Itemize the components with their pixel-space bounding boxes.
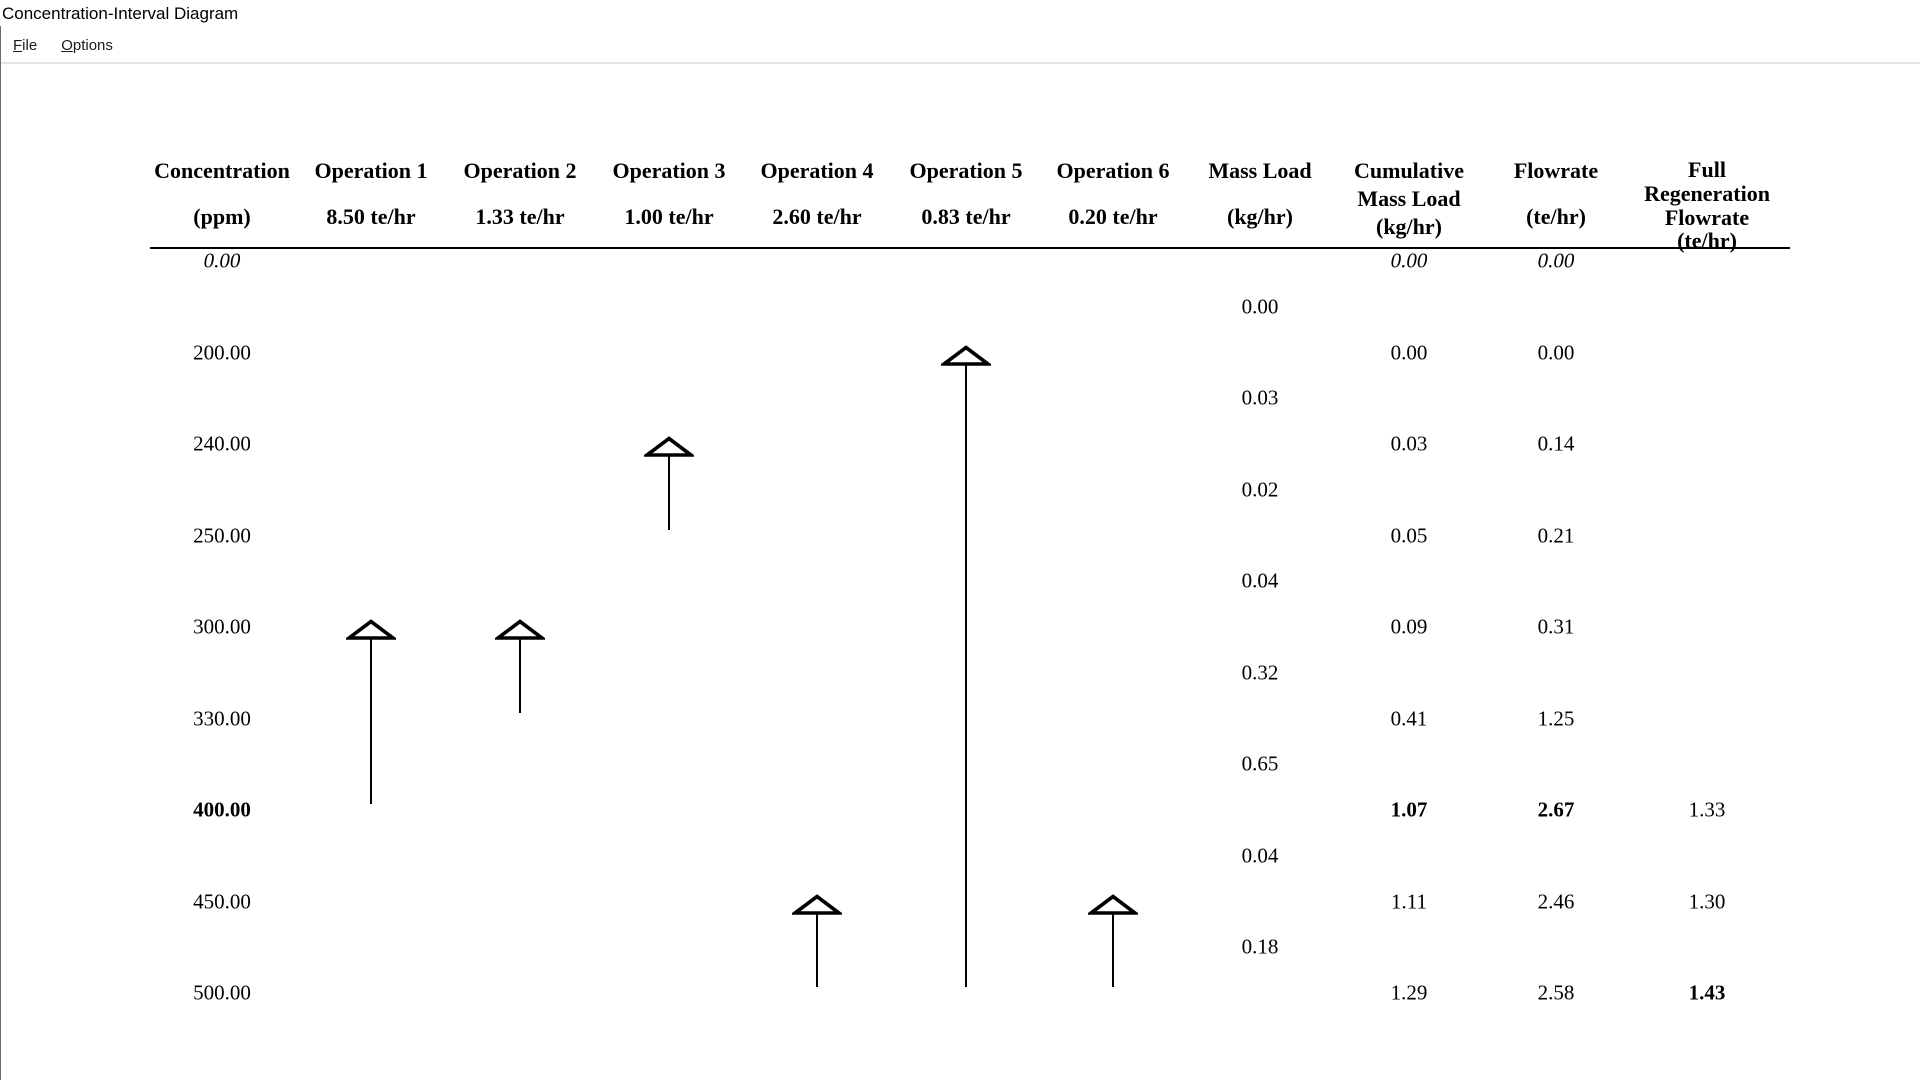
column-header-operation-6: Operation 6 [1056,158,1170,183]
flowrate-value: 1.25 [1537,706,1575,730]
column-header-operation-2: 1.33 te/hr [475,204,565,229]
cumulative-mass-load-value: 0.00 [1390,248,1428,273]
operation-arrow-line [965,363,967,987]
arrowhead-icon [941,344,991,366]
window-title: Concentration-Interval Diagram [2,4,239,23]
mass-load-value: 0.00 [1241,294,1279,319]
menu-item-label: ptions [72,36,113,54]
menu-item-options[interactable]: Options [49,34,125,57]
column-header-concentration: Concentration [154,158,290,183]
mass-load-value: 0.65 [1241,751,1279,776]
operation-arrow-line [519,638,521,713]
flowrate-value: 0.31 [1537,614,1575,639]
flowrate-value: 2.58 [1537,980,1575,1005]
arrowhead-icon [495,619,545,640]
flowrate-value: 2.46 [1537,889,1575,913]
column-header-operation-5: Operation 5 [909,158,1023,183]
cumulative-mass-load-value: 0.03 [1390,431,1428,456]
column-header-operation-6: 0.20 te/hr [1068,204,1158,229]
full-regeneration-flowrate-value: 1.43 [1688,980,1726,1005]
cumulative-mass-load-value: 1.07 [1390,797,1428,822]
concentration-value: 330.00 [193,706,251,730]
full-regeneration-flowrate-value: 1.33 [1688,797,1726,822]
cumulative-mass-load-value: 0.41 [1390,706,1428,730]
arrowhead-icon [792,893,842,915]
column-header-flowrate: Flowrate [1513,158,1599,183]
flowrate-value: 2.67 [1537,797,1575,822]
mass-load-value: 0.04 [1241,568,1279,593]
flowrate-value: 0.00 [1537,248,1575,273]
concentration-value: 240.00 [193,431,251,456]
concentration-value: 250.00 [193,523,251,547]
concentration-value: 0.00 [203,248,241,273]
column-header-operation-1: Operation 1 [314,158,428,183]
diagram-canvas: Concentration (ppm) Operation 1 8.50 te/hr O… [0,64,1920,1080]
column-header-mass-load: Mass Load [1208,158,1312,183]
column-header-cumulative-mass-load: Mass Load [1357,186,1461,211]
concentration-value: 450.00 [193,889,251,913]
concentration-value: 300.00 [193,614,251,639]
column-header-cumulative-mass-load: (kg/hr) [1376,214,1442,239]
menu-bar: File Options [1,30,125,60]
cumulative-mass-load-value: 0.05 [1390,523,1428,547]
cumulative-mass-load-value: 0.00 [1390,340,1428,364]
arrowhead-icon [1088,893,1138,915]
column-header-cumulative-mass-load: Cumulative [1354,158,1464,183]
concentration-value: 200.00 [193,340,251,364]
arrowhead-icon [644,436,694,457]
operation-arrow-line [668,455,670,530]
flowrate-value: 0.21 [1537,523,1575,547]
flowrate-value: 0.00 [1537,340,1575,364]
column-header-full-regeneration-flowrate: Regeneration [1644,181,1770,206]
column-header-operation-3: Operation 3 [612,158,726,183]
column-header-operation-3: 1.00 te/hr [624,204,714,229]
menu-separator [0,62,1920,64]
concentration-value: 500.00 [193,980,251,1005]
cumulative-mass-load-value: 1.29 [1390,980,1428,1005]
cumulative-mass-load-value: 1.11 [1391,889,1427,913]
mass-load-value: 0.02 [1241,477,1279,502]
column-header-flowrate: (te/hr) [1526,204,1586,229]
mass-load-value: 0.03 [1241,385,1279,410]
operation-arrow-line [1112,912,1114,987]
column-header-full-regeneration-flowrate: Flowrate [1664,205,1750,230]
flowrate-value: 0.14 [1537,431,1575,456]
window-left-border [0,26,1,1080]
full-regeneration-flowrate-value: 1.30 [1688,889,1726,913]
concentration-value: 400.00 [193,797,251,822]
operation-arrow-line [816,912,818,987]
menu-item-label: F [13,36,23,54]
menu-item-label: ile [22,36,38,54]
menu-item-file[interactable]: File [1,34,49,57]
column-header-concentration: (ppm) [193,204,251,229]
column-header-full-regeneration-flowrate: (te/hr) [1677,228,1737,253]
column-header-operation-4: Operation 4 [760,158,874,183]
header-rule [150,247,1790,249]
column-header-full-regeneration-flowrate: Full [1688,157,1726,182]
operation-arrow-line [370,638,372,804]
mass-load-value: 0.04 [1241,843,1279,868]
menu-item-label: O [61,36,73,54]
column-header-operation-5: 0.83 te/hr [921,204,1011,229]
column-header-operation-1: 8.50 te/hr [326,204,416,229]
mass-load-value: 0.18 [1241,934,1279,959]
arrowhead-icon [346,619,396,640]
column-header-operation-4: 2.60 te/hr [772,204,862,229]
cumulative-mass-load-value: 0.09 [1390,614,1428,639]
mass-load-value: 0.32 [1241,660,1279,685]
column-header-operation-2: Operation 2 [463,158,577,183]
column-header-mass-load: (kg/hr) [1227,204,1293,229]
